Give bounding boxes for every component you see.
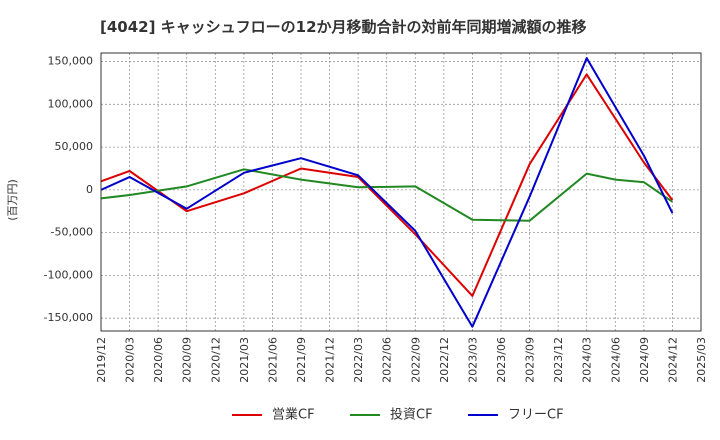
x-tick-label: 2024/06 (609, 337, 622, 383)
y-tick-label: 150,000 (48, 55, 94, 68)
x-tick-label: 2025/03 (695, 337, 708, 383)
x-tick-label: 2024/09 (638, 337, 651, 383)
y-tick-label: -100,000 (44, 268, 93, 281)
x-tick-label: 2024/12 (666, 337, 679, 383)
x-tick-label: 2022/09 (409, 337, 422, 383)
x-tick-layer: 2019/12 2020/03 2020/06 2020/09 2020/12 2021/… (95, 337, 708, 383)
x-tick-label: 2021/03 (238, 337, 251, 383)
series-line (100, 57, 674, 328)
legend-label: 投資CF (390, 407, 433, 423)
y-axis-label: (百万円) (6, 179, 19, 221)
x-tick-label: 2023/09 (524, 337, 537, 383)
legend-label: 営業CF (272, 407, 315, 423)
x-tick-label: 2023/03 (466, 337, 479, 383)
x-tick-label: 2021/09 (295, 337, 308, 383)
x-tick-label: 2022/12 (438, 337, 451, 383)
x-tick-label: 2020/12 (209, 337, 222, 383)
y-tick-label: 50,000 (55, 140, 94, 153)
x-tick-label: 2020/06 (152, 337, 165, 383)
plot-frame (100, 52, 702, 332)
x-tick-label: 2019/12 (95, 337, 108, 383)
y-tick-layer: 150,000 100,000 50,000 0 -50,000 -100,000 -150… (44, 55, 93, 325)
legend-label: フリーCF (508, 408, 564, 423)
x-tick-label: 2023/06 (495, 337, 508, 383)
grid-layer (100, 53, 702, 331)
x-tick-label: 2020/09 (181, 337, 194, 383)
x-tick-label: 2020/03 (124, 337, 137, 383)
series-line (100, 168, 673, 222)
y-tick-label: 100,000 (48, 97, 94, 110)
y-tick-label: -150,000 (44, 311, 93, 324)
x-tick-label: 2022/03 (352, 337, 365, 383)
series-layer (100, 57, 674, 328)
x-tick-label: 2022/06 (381, 337, 394, 383)
x-tick-label: 2023/12 (552, 337, 565, 383)
y-tick-label: -50,000 (51, 226, 93, 239)
x-tick-label: 2021/12 (324, 337, 337, 383)
chart-title: [4042] キャッシュフローの12か月移動合計の対前年同期増減額の推移 (100, 18, 587, 36)
legend: 営業CF 投資CF フリーCF (232, 407, 564, 423)
x-tick-label: 2024/03 (581, 337, 594, 383)
y-tick-label: 0 (86, 183, 93, 196)
x-tick-label: 2021/06 (266, 337, 279, 383)
